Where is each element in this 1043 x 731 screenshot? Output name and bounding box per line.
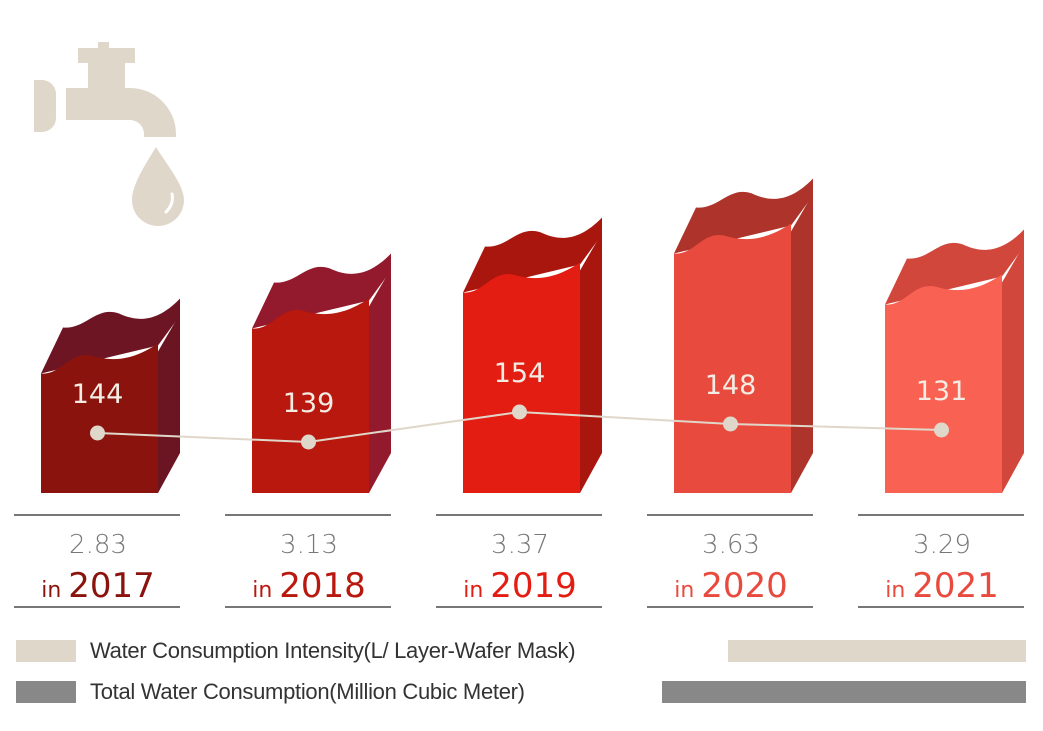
legend-label-total: Total Water Consumption(Million Cubic Me… [90,679,525,704]
intensity-value-label: 148 [705,370,757,401]
intensity-point-2020 [723,416,738,432]
legend-item-intensity: Water Consumption Intensity(L/ Layer-Waf… [0,638,1043,664]
category-label: in 2021 [885,566,999,606]
bar-value-label: 3.29 [913,530,971,560]
intensity-point-2017 [90,425,105,441]
category-label: in 2020 [674,566,788,606]
intensity-point-2021 [934,422,949,438]
bar-top-2021 [885,229,1024,305]
bar-2021 [885,229,1024,493]
intensity-point-2019 [512,404,527,420]
bar-top-2019 [463,217,602,293]
bar-2018 [252,253,391,493]
bar-top-2018 [252,253,391,329]
intensity-value-label: 144 [72,379,124,410]
bar-value-label: 3.63 [702,530,760,560]
faucet-icon [34,42,184,226]
chart: 144 139 154 148 131 2.83 in 2017 3.13 in 2018 3.… [14,178,1024,608]
legend-bar-intensity [728,640,1026,662]
bar-front-2017 [41,343,158,493]
category-label: in 2017 [41,566,155,606]
bar-value-label: 3.13 [280,530,338,560]
bar-side-2017 [158,313,180,493]
bar-2019 [463,217,602,493]
category-label: in 2019 [463,566,577,606]
bar-front-2021 [885,274,1002,493]
legend-bar-total [662,681,1026,703]
legend-swatch-intensity [16,640,76,662]
legend-label-intensity: Water Consumption Intensity(L/ Layer-Waf… [90,638,576,663]
bar-front-2018 [252,298,369,493]
bar-top-2017 [41,298,180,374]
legend-swatch-total [16,681,76,703]
bar-top-2020 [674,178,813,254]
bar-2020 [674,178,813,493]
intensity-value-label: 131 [916,376,968,407]
bar-side-2019 [580,232,602,493]
bar-side-2018 [369,268,391,493]
bar-front-2020 [674,223,791,493]
bar-2017 [41,298,180,493]
bar-side-2021 [1002,244,1024,493]
category-label: in 2018 [252,566,366,606]
intensity-value-label: 154 [494,358,546,389]
bar-value-label: 3.37 [491,530,549,560]
bar-value-label: 2.83 [69,530,127,560]
legend-item-total: Total Water Consumption(Million Cubic Me… [0,679,1043,705]
bar-front-2019 [463,262,580,493]
intensity-value-label: 139 [283,388,335,419]
intensity-point-2018 [301,434,316,450]
bar-side-2020 [791,193,813,493]
